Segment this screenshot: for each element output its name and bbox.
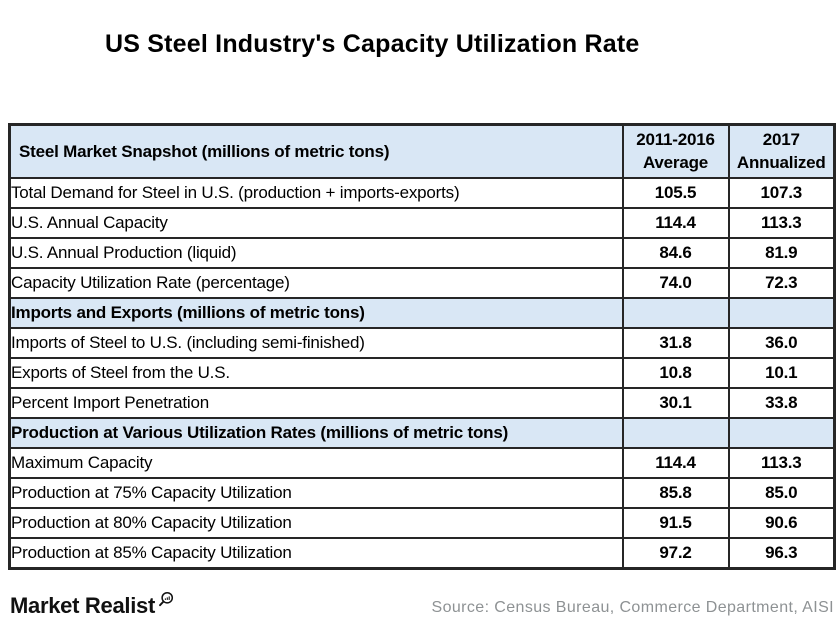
source-attribution: Source: Census Bureau, Commerce Departme…: [431, 599, 834, 616]
row-value: 113.3: [727, 207, 836, 239]
row-value: 96.3: [727, 537, 836, 570]
row-value: 85.8: [621, 477, 730, 509]
row-value: 72.3: [727, 267, 836, 299]
row-value: 10.8: [621, 357, 730, 389]
row-label: U.S. Annual Production (liquid): [8, 237, 624, 269]
row-label: Capacity Utilization Rate (percentage): [8, 267, 624, 299]
row-label: Total Demand for Steel in U.S. (producti…: [8, 177, 624, 209]
table-row: Exports of Steel from the U.S. 10.8 10.1: [8, 357, 836, 389]
row-label: Production at Various Utilization Rates …: [8, 417, 624, 449]
row-value: 91.5: [621, 507, 730, 539]
row-label: Imports and Exports (millions of metric …: [8, 297, 624, 329]
section-row: Production at Various Utilization Rates …: [8, 417, 836, 449]
row-value: 81.9: [727, 237, 836, 269]
header-2011-2016-average: 2011-2016 Average: [621, 123, 730, 179]
row-value: 107.3: [727, 177, 836, 209]
table-row: U.S. Annual Capacity 114.4 113.3: [8, 207, 836, 239]
row-value: 114.4: [621, 447, 730, 479]
market-realist-logo: Market Realist: [10, 591, 175, 619]
header-snapshot-label: Steel Market Snapshot (millions of metri…: [8, 123, 624, 179]
header-row: Steel Market Snapshot (millions of metri…: [8, 123, 836, 179]
row-value: [727, 297, 836, 329]
row-value: 114.4: [621, 207, 730, 239]
row-value: 113.3: [727, 447, 836, 479]
table-row: Percent Import Penetration 30.1 33.8: [8, 387, 836, 419]
header-2017-annualized: 2017 Annualized: [727, 123, 836, 179]
row-value: 97.2: [621, 537, 730, 570]
row-value: 36.0: [727, 327, 836, 359]
steel-market-table: Steel Market Snapshot (millions of metri…: [8, 123, 836, 570]
section-row: Imports and Exports (millions of metric …: [8, 297, 836, 329]
row-label: Production at 80% Capacity Utilization: [8, 507, 624, 539]
row-value: [727, 417, 836, 449]
table-header: Steel Market Snapshot (millions of metri…: [8, 123, 836, 179]
row-value: [621, 297, 730, 329]
row-value: 90.6: [727, 507, 836, 539]
row-label: Production at 85% Capacity Utilization: [8, 537, 624, 570]
magnifier-bar-chart-icon: [157, 589, 175, 615]
logo-text: Market Realist: [10, 593, 155, 618]
row-value: 30.1: [621, 387, 730, 419]
table-row: Total Demand for Steel in U.S. (producti…: [8, 177, 836, 209]
row-value: 105.5: [621, 177, 730, 209]
table-row: U.S. Annual Production (liquid) 84.6 81.9: [8, 237, 836, 269]
page: US Steel Industry's Capacity Utilization…: [0, 30, 840, 618]
table-row: Production at 85% Capacity Utilization 97…: [8, 537, 836, 570]
table-body: Total Demand for Steel in U.S. (producti…: [8, 177, 836, 570]
table-row: Production at 75% Capacity Utilization 85…: [8, 477, 836, 509]
row-value: [621, 417, 730, 449]
row-label: Percent Import Penetration: [8, 387, 624, 419]
row-label: U.S. Annual Capacity: [8, 207, 624, 239]
table-row: Imports of Steel to U.S. (including semi…: [8, 327, 836, 359]
row-value: 84.6: [621, 237, 730, 269]
row-value: 31.8: [621, 327, 730, 359]
row-value: 85.0: [727, 477, 836, 509]
row-label: Production at 75% Capacity Utilization: [8, 477, 624, 509]
table-row: Capacity Utilization Rate (percentage) 74…: [8, 267, 836, 299]
row-label: Exports of Steel from the U.S.: [8, 357, 624, 389]
row-value: 74.0: [621, 267, 730, 299]
row-label: Maximum Capacity: [8, 447, 624, 479]
row-value: 33.8: [727, 387, 836, 419]
row-label: Imports of Steel to U.S. (including semi…: [8, 327, 624, 359]
row-value: 10.1: [727, 357, 836, 389]
page-title: US Steel Industry's Capacity Utilization…: [105, 30, 640, 58]
table-row: Production at 80% Capacity Utilization 91…: [8, 507, 836, 539]
table-row: Maximum Capacity 114.4 113.3: [8, 447, 836, 479]
